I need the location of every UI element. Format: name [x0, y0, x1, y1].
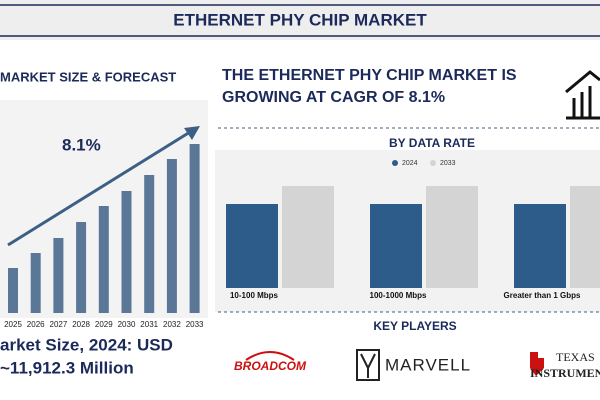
bar [98, 206, 109, 313]
bar [370, 204, 422, 288]
x-tick-label: 2033 [186, 320, 204, 329]
header-band [0, 0, 600, 40]
forecast-title: MARKET SIZE & FORECAST [0, 69, 176, 84]
bar [189, 144, 200, 313]
bar [76, 222, 87, 313]
bar [166, 159, 177, 313]
broadcom-logo: BROADCOM [234, 359, 307, 373]
bar [282, 186, 334, 288]
market-size: arket Size, 2024: USD [0, 335, 173, 354]
ti-logo: TEXAS [556, 350, 595, 364]
house-icon [565, 70, 600, 120]
headline: GROWING AT CAGR OF 8.1% [222, 89, 445, 106]
x-tick-label: 100-1000 Mbps [370, 291, 427, 300]
bar [570, 186, 600, 288]
header-title: ETHERNET PHY CHIP MARKET [173, 10, 427, 29]
x-tick-label: 2031 [140, 320, 158, 329]
bar [514, 204, 566, 288]
ti-logo: INSTRUMENTS [530, 366, 600, 380]
arrow-head [184, 126, 200, 140]
x-tick-label: 2026 [27, 320, 45, 329]
bar [144, 175, 155, 313]
x-tick-label: 2029 [95, 320, 113, 329]
bar [426, 186, 478, 288]
x-tick-label: Greater than 1 Gbps [504, 291, 581, 300]
x-tick-label: 10-100 Mbps [230, 291, 279, 300]
ti-icon [530, 352, 544, 376]
x-tick-label: 2027 [50, 320, 68, 329]
cagr-annotation: 8.1% [62, 135, 101, 154]
market-size: ~11,912.3 Million [0, 358, 134, 377]
x-tick-label: 2028 [72, 320, 90, 329]
marvell-icon [356, 349, 380, 381]
legend-label: 2024 [402, 160, 418, 167]
bar [8, 268, 18, 313]
headline: THE ETHERNET PHY CHIP MARKET IS [222, 67, 517, 84]
x-tick-label: 2025 [4, 320, 22, 329]
bar [53, 238, 64, 313]
broadcom-swoosh [245, 351, 295, 361]
x-tick-label: 2032 [163, 320, 181, 329]
key-players-title: KEY PLAYERS [373, 319, 456, 333]
marvell-logo: MARVELL [385, 355, 471, 374]
data-rate-title: BY DATA RATE [389, 136, 475, 150]
legend-swatch [430, 160, 436, 166]
x-tick-label: 2030 [118, 320, 136, 329]
bar [226, 204, 278, 288]
legend-swatch [392, 160, 398, 166]
growth-arrow [7, 130, 191, 247]
bar [121, 191, 132, 313]
bar [30, 253, 41, 313]
legend-label: 2033 [440, 160, 456, 167]
